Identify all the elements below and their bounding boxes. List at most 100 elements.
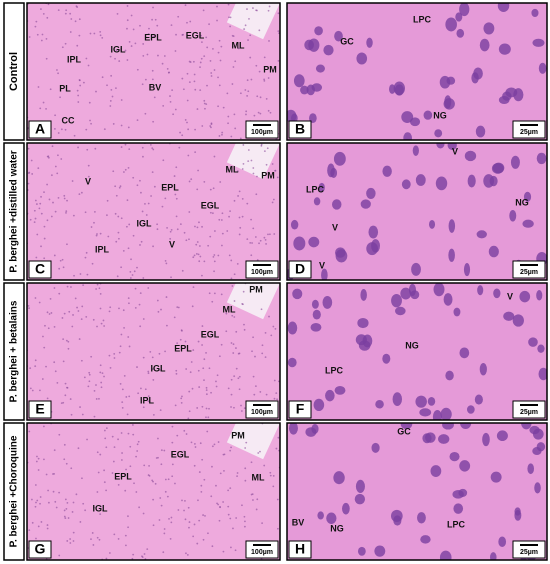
cell-dot [178,146,181,149]
cell-dot [167,478,170,481]
cell-dot [270,334,273,337]
cell-dot [267,233,269,236]
neuron [366,37,373,48]
cell-dot [37,469,40,471]
cell-dot [216,502,218,505]
cell-dot [147,400,150,403]
cell-dot [267,77,270,79]
annotation: ML [223,304,236,314]
cell-dot [77,101,80,103]
neuron [391,293,402,308]
row-label-box [3,282,25,421]
cell-dot [114,185,117,188]
cell-dot [136,450,139,452]
cell-dot [121,401,124,404]
cell-dot [120,432,123,434]
cell-dot [231,314,234,317]
cell-dot [183,231,186,234]
cell-dot [188,238,190,241]
cell-dot [120,99,123,101]
cell-dot [90,538,92,541]
cell-dot [37,167,40,170]
cell-dot [95,398,98,400]
cell-dot [86,273,89,276]
neuron [509,209,517,222]
cell-dot [200,34,202,37]
cell-dot [184,499,186,502]
cell-dot [199,89,202,92]
cell-dot [57,9,60,12]
cell-dot [202,538,205,541]
neuron [434,129,443,138]
neuron [389,84,396,94]
cell-dot [199,255,202,258]
row-label: P. berghei +distilled water [3,142,25,281]
cell-dot [42,101,45,104]
cell-dot [139,179,141,182]
cell-dot [108,354,111,357]
cell-dot [272,198,275,201]
cell-dot [189,371,192,374]
cell-dot [203,379,205,382]
cell-dot [235,367,238,370]
cell-dot [236,472,239,474]
neuron [357,317,369,329]
neuron [483,174,495,188]
cell-dot [191,305,194,308]
cell-dot [188,390,191,393]
cell-dot [33,209,36,212]
neuron [287,357,297,368]
cell-dot [237,47,240,50]
cell-dot [208,23,210,26]
neuron [342,502,350,515]
neuron [422,433,432,444]
cell-dot [105,557,108,560]
neuron [497,3,510,12]
cell-dot [48,313,51,315]
cell-dot [151,69,154,72]
cell-dot [127,167,130,169]
neuron [536,152,547,165]
annotation: NG [515,197,529,207]
cell-dot [78,34,81,37]
cell-dot [120,266,123,269]
cell-dot [85,128,88,131]
cell-dot [164,350,166,353]
cell-dot [77,447,80,450]
cell-dot [84,509,87,512]
cell-dot [263,79,266,82]
cell-dot [252,375,255,378]
cell-dot [196,108,199,110]
cell-dot [273,233,276,235]
cell-dot [203,358,206,361]
cell-dot [263,236,266,239]
neuron [510,155,520,169]
cell-dot [35,20,38,23]
cell-dot [231,45,234,48]
cell-dot [47,156,50,159]
cell-dot [61,258,64,261]
cell-dot [128,395,131,398]
cell-dot [142,512,145,515]
annotation: PM [261,170,275,180]
cell-dot [258,29,261,32]
cell-dot [237,352,240,355]
cell-dot [277,30,280,33]
cell-dot [42,335,44,338]
cell-dot [36,499,39,502]
cell-dot [42,12,45,15]
cell-dot [239,92,242,95]
panel-letter-box [288,260,312,279]
cell-dot [168,71,170,74]
cell-dot [263,78,266,81]
cell-dot [206,430,209,433]
cell-dot [271,201,274,204]
neuron [333,151,346,166]
neuron [410,290,420,300]
neuron [360,289,367,301]
neuron [448,219,456,233]
cell-dot [218,135,221,137]
cell-dot [193,254,196,257]
cell-dot [105,446,108,449]
micrograph-panel [27,143,280,280]
